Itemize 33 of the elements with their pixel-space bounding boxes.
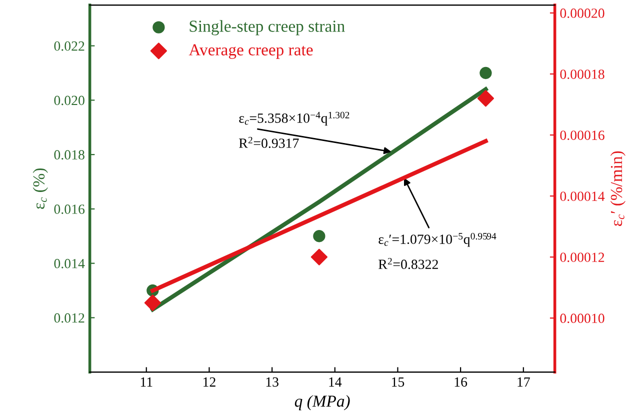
y-tick-label: 0.016 [54,204,85,214]
y2-tick-label: 0.00016 [560,130,604,140]
x-tick-label: 11 [140,377,152,387]
legend-label: Average creep rate [188,44,313,59]
annotation: ε$_{c}$=5.358×10$^{−4}$q$^{1.302}$ [239,112,350,126]
x-tick-label: 14 [329,377,342,387]
y2-tick-label: 0.00012 [560,252,604,262]
y2-tick-label: 0.00010 [560,314,604,324]
x-tick-label: 17 [518,377,530,387]
point [144,294,161,312]
x-tick-label: 15 [392,377,404,387]
x-tick-label: 16 [454,377,468,387]
y-tick-label: 0.012 [54,313,84,323]
point [313,230,326,242]
x-tick-label: 12 [203,377,216,387]
y-tick-label: 0.020 [54,96,84,106]
y-tick-label: 0.022 [54,41,84,51]
y2-axis-title: ε$_{c}$′ (%/min) [610,151,626,226]
y-tick-label: 0.018 [54,150,84,160]
annotation: ε$_{c}$′=1.079×10$^{−5}$q$^{0.9594}$ [378,232,496,247]
y2-tick-label: 0.00018 [560,70,604,79]
y2-tick-label: 0.00014 [560,192,605,202]
point [480,66,492,80]
y-tick-label: 0.014 [54,258,85,268]
x-tick-label: 13 [266,377,278,387]
legend-label: Single-step creep strain [190,20,345,36]
y2-tick-label: 0.00020 [560,8,604,18]
x-axis-title: q (MPa) [294,395,350,410]
annotation: R$^{2}$=0.9317 [239,136,299,148]
y-axis-title: ε$_{c}$ (%) [32,168,48,209]
point [477,90,494,107]
annotation: R$^{2}$=0.8322 [378,258,438,270]
point [310,248,328,266]
